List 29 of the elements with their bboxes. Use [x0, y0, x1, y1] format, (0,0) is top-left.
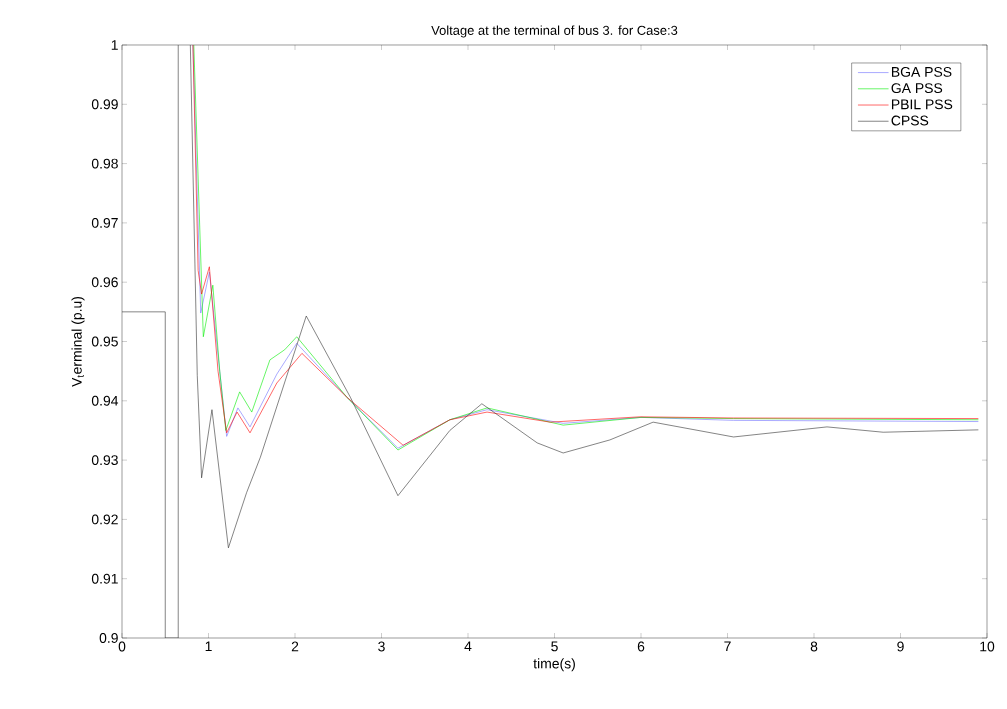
x-tick-label: 9	[897, 641, 904, 652]
x-tick-label: 2	[291, 641, 299, 652]
legend-label: BGA PSS	[891, 66, 952, 77]
x-axis-title: time(s)	[533, 658, 575, 672]
x-tick-label: 4	[464, 641, 472, 652]
y-tick-label: 1	[111, 40, 118, 50]
legend-label: CPSS	[891, 115, 929, 126]
chart-title: Voltage at the terminal of bus 3. for Case:3	[431, 25, 678, 38]
y-tick-label: 0.9	[99, 633, 118, 643]
y-tick-label: 0.95	[91, 336, 118, 347]
y-tick-label: 0.92	[91, 514, 118, 525]
y-tick-label: 0.96	[91, 277, 118, 288]
y-tick-label: 0.98	[91, 158, 118, 169]
x-tick-label: 6	[637, 641, 645, 652]
x-tick-label: 3	[378, 641, 385, 652]
legend-label: GA PSS	[891, 83, 943, 94]
legend-label: PBIL PSS	[891, 99, 953, 110]
x-tick-label: 1	[205, 641, 212, 652]
y-tick-label: 0.99	[91, 99, 118, 110]
x-tick-label: 8	[810, 641, 818, 652]
y-tick-label: 0.91	[91, 573, 118, 584]
x-tick-label: 10	[980, 641, 995, 652]
x-tick-label: 5	[551, 641, 558, 652]
y-tick-label: 0.93	[91, 455, 118, 466]
y-axis-title: V$_{t}$erminal (p.u)	[71, 296, 85, 387]
x-tick-label: 7	[724, 641, 731, 652]
y-tick-label: 0.94	[91, 395, 119, 406]
y-tick-label: 0.97	[91, 217, 118, 228]
x-tick-label: 0	[118, 641, 126, 652]
